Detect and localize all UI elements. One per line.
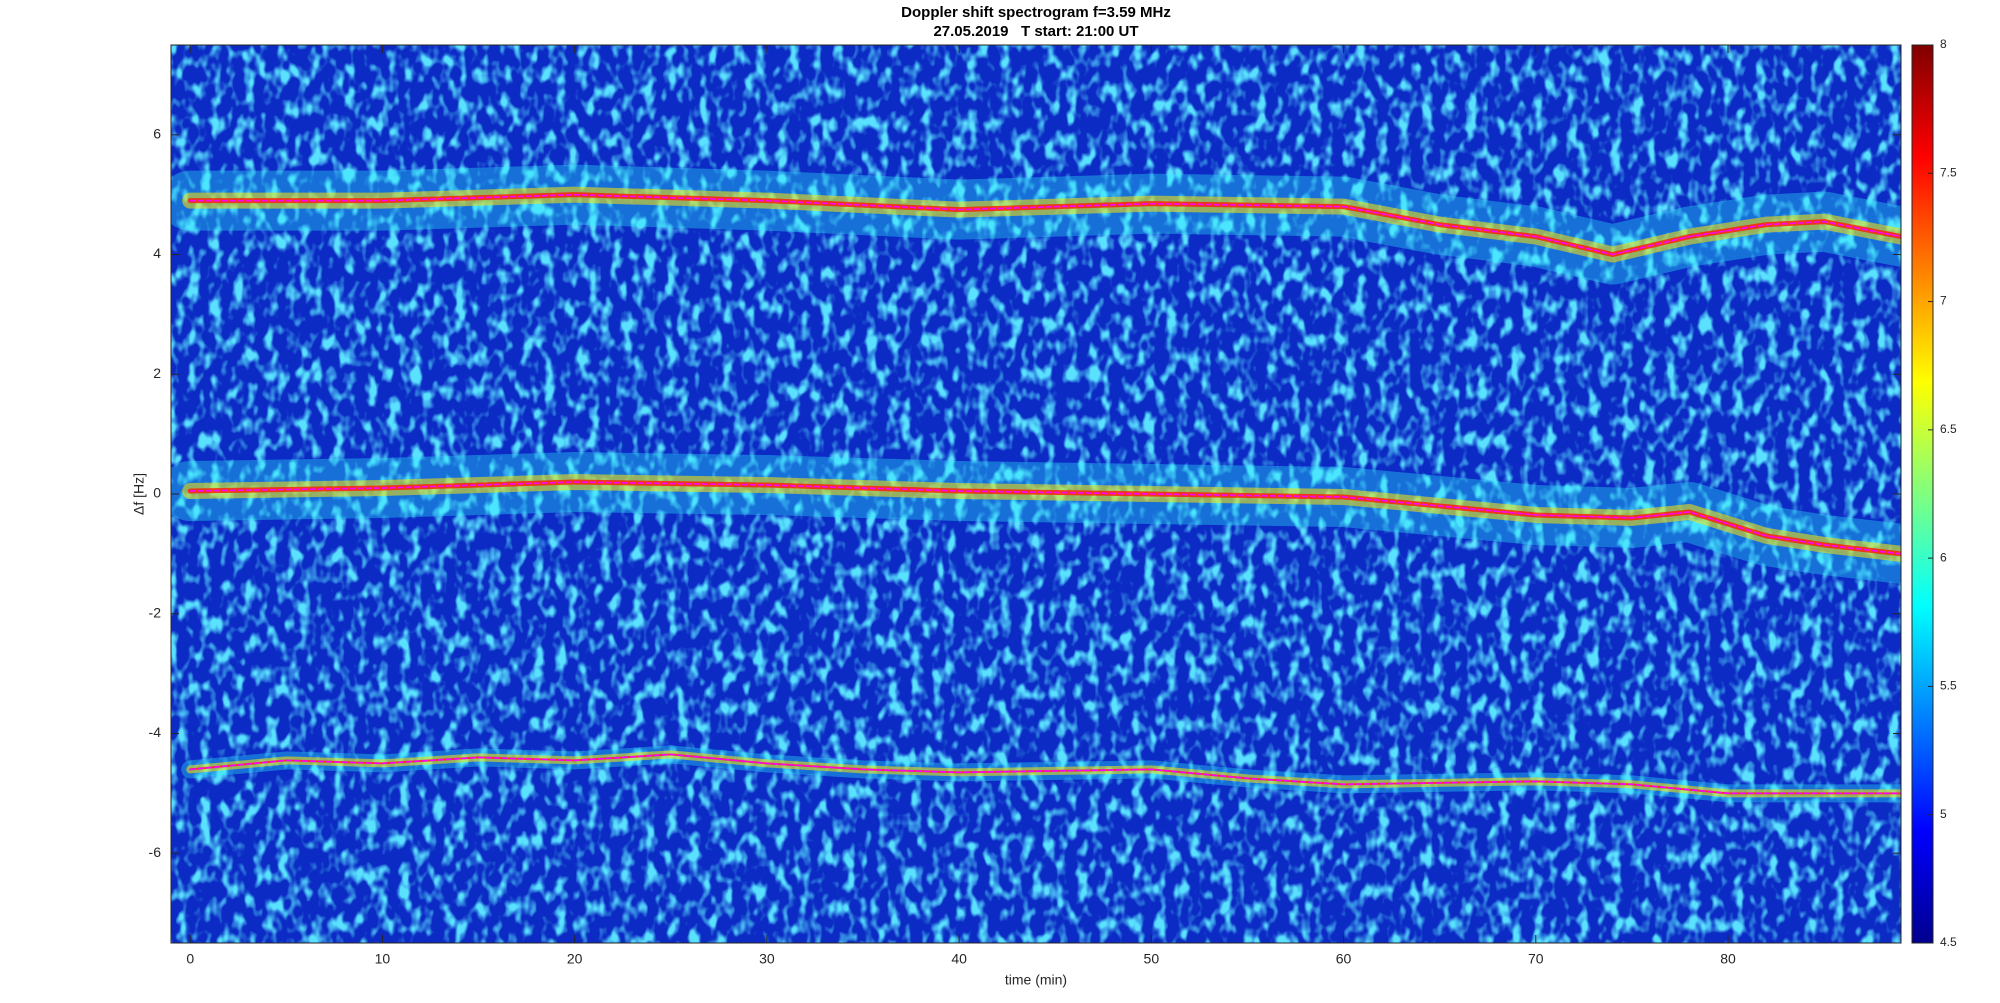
x-tick-label: 50 (1144, 951, 1160, 967)
trace-line (189, 753, 1901, 795)
colorbar-tick-label: 6 (1940, 550, 1947, 564)
x-tick-label: 80 (1720, 951, 1736, 967)
x-tick-label: 10 (375, 951, 391, 967)
colorbar-tick-label: 4.5 (1940, 935, 1957, 949)
y-tick-label: -2 (149, 604, 162, 620)
y-tick-label: 2 (153, 365, 161, 381)
y-axis-label: Δf [Hz] (131, 473, 147, 515)
colorbar-tick-label: 8 (1940, 37, 1947, 51)
chart-subtitle: 27.05.2019 T start: 21:00 UT (933, 23, 1138, 40)
colorbar-tick-label: 6.5 (1940, 422, 1957, 436)
colorbar-tick-label: 5.5 (1940, 679, 1957, 693)
x-tick-label: 30 (759, 951, 775, 967)
y-tick-label: 4 (153, 245, 161, 261)
x-axis-label: time (min) (1005, 972, 1067, 988)
x-tick-label: 20 (567, 951, 583, 967)
trace-line (189, 481, 1901, 555)
trace-line (189, 193, 1901, 256)
colorbar-tick-label: 5 (1940, 807, 1947, 821)
x-tick-label: 40 (951, 951, 967, 967)
colorbar-tick-label: 7.5 (1940, 165, 1957, 179)
y-tick-label: -4 (149, 724, 162, 740)
x-tick-label: 70 (1528, 951, 1544, 967)
x-tick-label: 0 (186, 951, 194, 967)
x-tick-label: 60 (1336, 951, 1352, 967)
colorbar (1911, 44, 1934, 944)
y-tick-label: 0 (153, 485, 161, 501)
plot-area (171, 164, 1901, 803)
y-tick-label: 6 (153, 126, 161, 142)
y-tick-label: -6 (149, 844, 162, 860)
chart-title: Doppler shift spectrogram f=3.59 MHz (901, 4, 1171, 21)
colorbar-tick-label: 7 (1940, 294, 1947, 308)
